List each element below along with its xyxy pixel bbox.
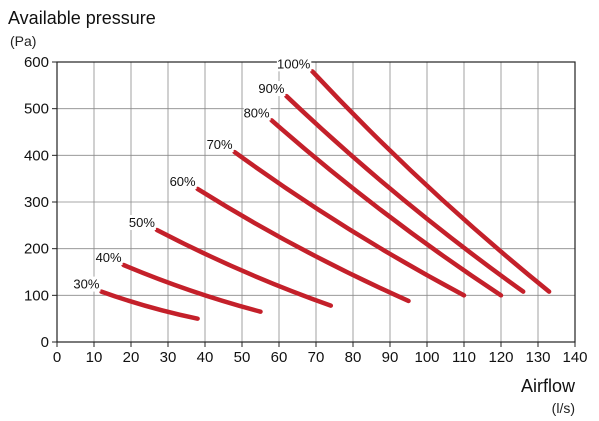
series-line xyxy=(154,227,334,308)
x-tick-label: 30 xyxy=(160,349,177,366)
y-tick-label: 600 xyxy=(24,54,49,71)
series-line xyxy=(99,289,200,321)
y-tick-label: 200 xyxy=(24,241,49,258)
series-line xyxy=(195,186,411,304)
series-label-bg xyxy=(243,105,271,121)
x-tick-label: 40 xyxy=(197,349,214,366)
series-line xyxy=(284,93,526,294)
x-tick-label: 70 xyxy=(308,349,325,366)
x-tick-label: 50 xyxy=(234,349,251,366)
axes: 0 10 20 30 40 50 60 70 80 90 100 110 120 130 140 0 100 20… xyxy=(24,54,588,366)
series-label: 100% xyxy=(277,56,311,71)
series-line xyxy=(121,262,263,314)
series-lines xyxy=(99,69,552,321)
series-line xyxy=(310,69,552,294)
series-label: 80% xyxy=(244,105,270,120)
x-tick-label: 80 xyxy=(345,349,362,366)
y-tick-label: 100 xyxy=(24,287,49,304)
x-tick-label: 10 xyxy=(86,349,103,366)
series-label: 70% xyxy=(207,137,233,152)
series-labels: 30% 40% 50% 60% 70% 80% 90% 100% xyxy=(73,56,312,292)
x-tick-label: 0 xyxy=(53,349,61,366)
y-axis-unit: (Pa) xyxy=(10,33,36,49)
series-label-bg xyxy=(129,215,156,230)
series-label-bg xyxy=(276,56,312,72)
x-tick-label: 20 xyxy=(123,349,140,366)
y-tick-label: 500 xyxy=(24,101,49,118)
series-label-bg xyxy=(73,276,101,292)
series-label: 40% xyxy=(96,250,122,265)
series-line xyxy=(232,149,467,298)
x-axis-label: Airflow xyxy=(521,376,576,396)
series-label-bg xyxy=(169,173,197,189)
x-tick-label: 140 xyxy=(562,349,587,366)
series-label: 30% xyxy=(73,277,99,292)
y-tick-label: 0 xyxy=(41,334,49,351)
series-label: 60% xyxy=(170,174,196,189)
x-tick-label: 60 xyxy=(271,349,288,366)
x-tick-label: 130 xyxy=(525,349,550,366)
y-axis-label: Available pressure xyxy=(8,8,156,28)
x-tick-label: 100 xyxy=(414,349,439,366)
series-label-bg xyxy=(95,250,123,265)
series-line xyxy=(269,118,504,298)
series-label: 90% xyxy=(258,81,284,96)
x-tick-label: 110 xyxy=(452,349,476,366)
x-axis-unit: (l/s) xyxy=(552,400,575,416)
y-tick-label: 400 xyxy=(24,147,49,164)
series-label-bg xyxy=(258,81,286,97)
grid xyxy=(57,62,575,342)
series-label: 50% xyxy=(129,215,155,230)
series-label-bg xyxy=(206,137,234,153)
y-tick-label: 300 xyxy=(24,194,49,211)
x-tick-label: 120 xyxy=(488,349,513,366)
x-tick-label: 90 xyxy=(382,349,399,366)
